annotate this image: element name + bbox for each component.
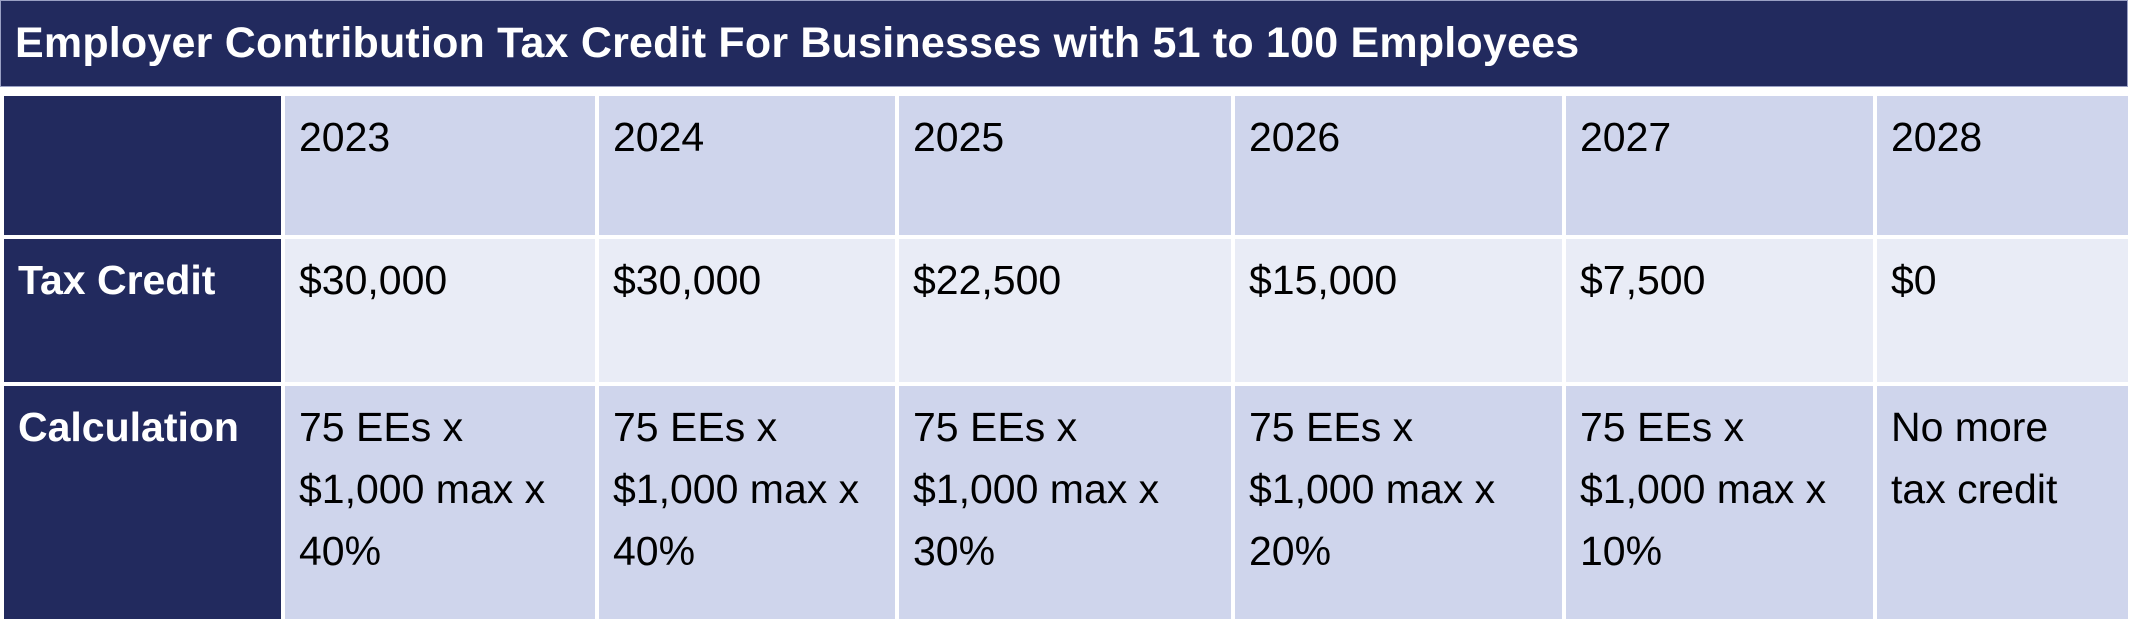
year-header-2023: 2023 xyxy=(281,92,599,239)
year-header-2026: 2026 xyxy=(1231,92,1566,239)
calculation-line: 75 EEs x xyxy=(1249,404,1414,450)
calculation-2026: 75 EEs x $1,000 max x 20% xyxy=(1231,382,1566,623)
year-header-2024: 2024 xyxy=(595,92,899,239)
calculation-line: tax credit xyxy=(1891,466,2058,512)
calculation-2028: No more tax credit xyxy=(1873,382,2130,623)
table-title: Employer Contribution Tax Credit For Bus… xyxy=(15,19,1580,67)
calculation-2023: 75 EEs x $1,000 max x 40% xyxy=(281,382,599,623)
calculation-line: 75 EEs x xyxy=(1580,404,1745,450)
tax-credit-row: Tax Credit $30,000 $30,000 $22,500 $15,0… xyxy=(0,235,2130,386)
calculation-line: $1,000 max x xyxy=(613,466,860,512)
calculation-2025: 75 EEs x $1,000 max x 30% xyxy=(895,382,1235,623)
calculation-line: 30% xyxy=(913,528,996,574)
row-label-tax-credit: Tax Credit xyxy=(0,235,285,386)
calculation-line: $1,000 max x xyxy=(1249,466,1496,512)
tax-credit-table: 2023 2024 2025 2026 2027 2028 Tax Credit… xyxy=(0,92,2130,623)
tax-credit-2026: $15,000 xyxy=(1231,235,1566,386)
year-header-2025: 2025 xyxy=(895,92,1235,239)
calculation-line: 10% xyxy=(1580,528,1663,574)
calculation-line: 20% xyxy=(1249,528,1332,574)
calculation-line: 40% xyxy=(613,528,696,574)
calculation-line: No more xyxy=(1891,404,2049,450)
year-header-2027: 2027 xyxy=(1562,92,1877,239)
calculation-2024: 75 EEs x $1,000 max x 40% xyxy=(595,382,899,623)
calculation-row: Calculation 75 EEs x $1,000 max x 40% 75… xyxy=(0,382,2130,623)
calculation-2027: 75 EEs x $1,000 max x 10% xyxy=(1562,382,1877,623)
calculation-line: $1,000 max x xyxy=(1580,466,1827,512)
title-bar: Employer Contribution Tax Credit For Bus… xyxy=(0,0,2128,87)
corner-cell xyxy=(0,92,285,239)
calculation-line: 40% xyxy=(299,528,382,574)
row-label-calculation: Calculation xyxy=(0,382,285,623)
tax-credit-2023: $30,000 xyxy=(281,235,599,386)
calculation-line: $1,000 max x xyxy=(913,466,1160,512)
calculation-line: 75 EEs x xyxy=(613,404,778,450)
calculation-line: 75 EEs x xyxy=(299,404,464,450)
header-row: 2023 2024 2025 2026 2027 2028 xyxy=(0,92,2130,239)
tax-credit-2027: $7,500 xyxy=(1562,235,1877,386)
tax-credit-2024: $30,000 xyxy=(595,235,899,386)
calculation-line: 75 EEs x xyxy=(913,404,1078,450)
calculation-line: $1,000 max x xyxy=(299,466,546,512)
year-header-2028: 2028 xyxy=(1873,92,2130,239)
tax-credit-2028: $0 xyxy=(1873,235,2130,386)
tax-credit-2025: $22,500 xyxy=(895,235,1235,386)
